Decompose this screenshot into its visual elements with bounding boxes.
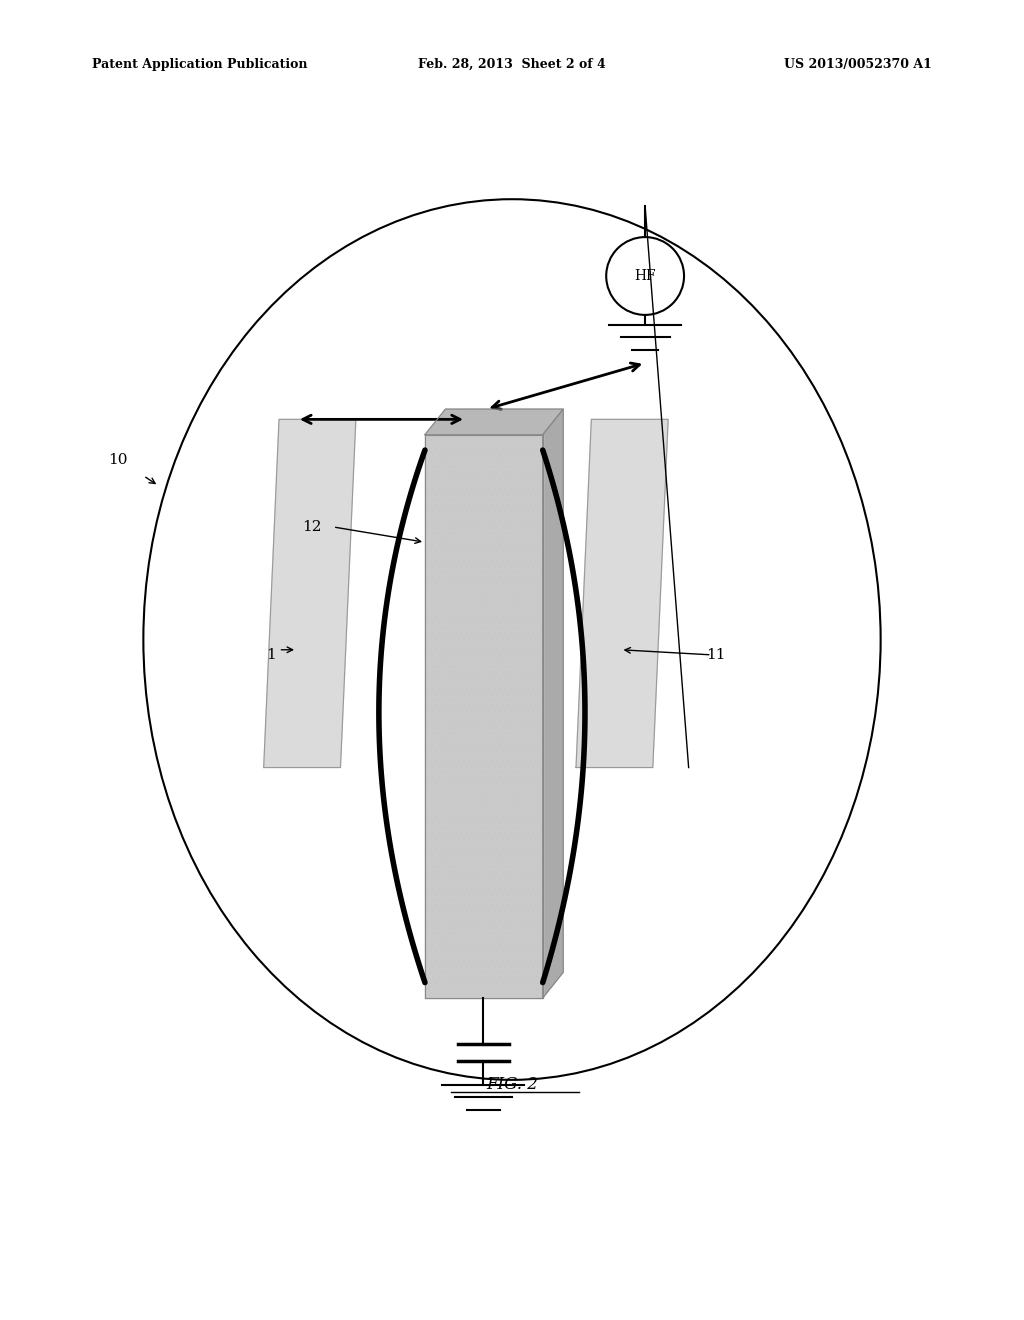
Text: HF: HF	[634, 269, 656, 282]
Text: 11: 11	[707, 648, 726, 661]
Text: Patent Application Publication: Patent Application Publication	[92, 58, 307, 71]
Text: FIG. 2: FIG. 2	[486, 1077, 538, 1093]
Polygon shape	[543, 409, 563, 998]
Text: Feb. 28, 2013  Sheet 2 of 4: Feb. 28, 2013 Sheet 2 of 4	[418, 58, 606, 71]
Polygon shape	[425, 434, 543, 998]
Polygon shape	[575, 420, 668, 767]
Text: US 2013/0052370 A1: US 2013/0052370 A1	[784, 58, 932, 71]
Polygon shape	[425, 434, 543, 998]
Text: 1: 1	[266, 648, 276, 661]
Polygon shape	[425, 409, 563, 434]
Text: 12: 12	[302, 520, 323, 533]
Polygon shape	[264, 420, 356, 767]
Text: 10: 10	[108, 453, 128, 467]
